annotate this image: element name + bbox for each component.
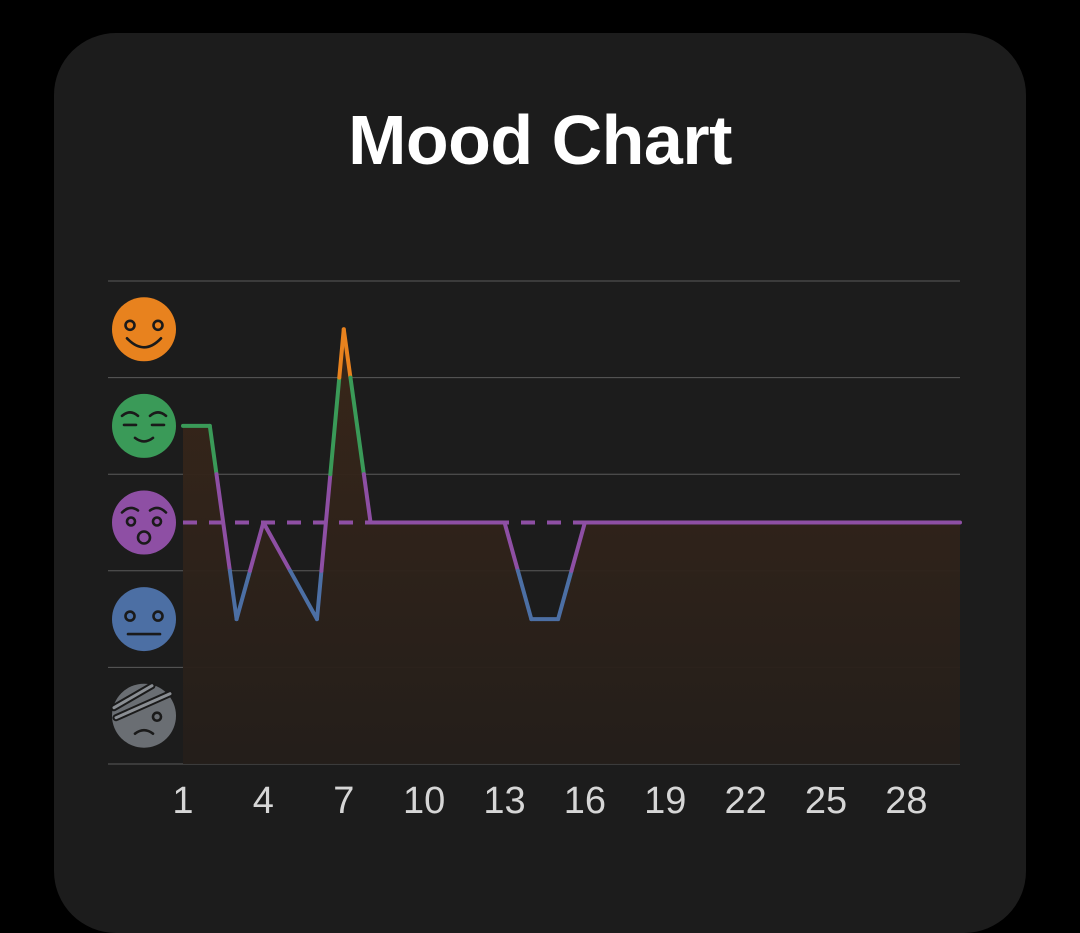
bandaged-sad-face-icon	[110, 682, 176, 748]
line-segment	[314, 568, 324, 622]
x-tick-label: 28	[885, 780, 927, 822]
neutral-face-icon	[112, 587, 176, 652]
line-segment	[319, 472, 333, 573]
surprised-face-icon	[112, 490, 176, 555]
area-fill	[183, 329, 960, 764]
mood-chart: 1 4 7 10 13 16 19 22 25 28	[108, 280, 962, 822]
mood-axis	[110, 297, 176, 748]
line-segment	[348, 375, 366, 477]
x-tick-label: 13	[483, 780, 525, 822]
line-segment	[207, 423, 219, 477]
line-segment	[234, 568, 252, 622]
x-tick-label: 7	[333, 780, 354, 822]
line-segment	[502, 520, 520, 573]
line-segment	[247, 520, 266, 573]
line-segment	[341, 327, 353, 380]
relieved-face-icon	[112, 393, 176, 458]
x-tick-label: 10	[403, 780, 445, 822]
line-segment	[361, 472, 373, 525]
line-segment	[569, 520, 587, 573]
laughing-face-icon	[112, 297, 176, 362]
x-tick-label: 16	[564, 780, 606, 822]
line-segment	[227, 568, 239, 622]
mood-line	[181, 327, 962, 622]
x-tick-label: 1	[172, 780, 193, 822]
line-segment	[328, 375, 342, 477]
line-segment	[556, 568, 574, 622]
chart-title: Mood Chart	[348, 101, 732, 179]
x-tick-label: 25	[805, 780, 847, 822]
x-tick-label: 4	[253, 780, 274, 822]
line-segment	[214, 472, 232, 573]
x-tick-label: 22	[725, 780, 767, 822]
x-axis: 1 4 7 10 13 16 19 22 25 28	[172, 780, 927, 822]
x-tick-label: 19	[644, 780, 686, 822]
line-segment	[288, 568, 319, 622]
line-segment	[515, 568, 534, 622]
line-segment	[261, 520, 293, 573]
mood-area	[183, 329, 960, 764]
